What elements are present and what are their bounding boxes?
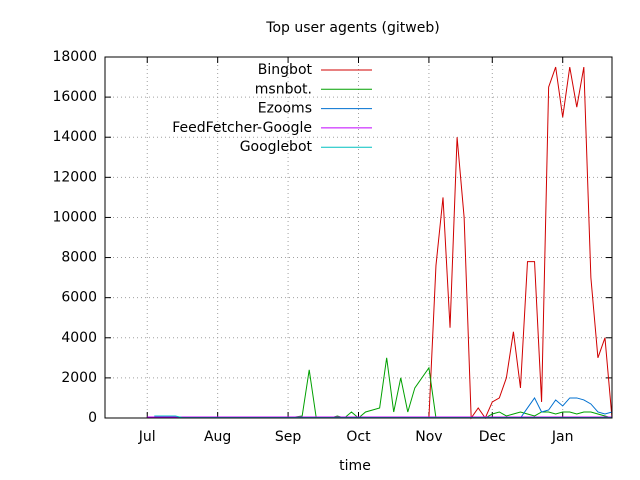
y-tick-label: 0 [88, 410, 97, 426]
x-tick-label: Oct [346, 429, 371, 445]
y-tick-label: 12000 [52, 169, 97, 185]
x-tick-label: Nov [415, 429, 442, 445]
x-axis-label: time [339, 458, 371, 474]
legend-label: FeedFetcher-Google [172, 120, 312, 136]
y-tick-label: 10000 [52, 209, 97, 225]
x-tick-label: Aug [204, 429, 231, 445]
chart-title: Top user agents (gitweb) [265, 20, 439, 36]
legend-label: msnbot. [255, 81, 312, 97]
y-tick-label: 14000 [52, 129, 97, 145]
legend-label: Ezooms [258, 101, 312, 117]
x-tick-label: Sep [275, 429, 302, 445]
y-tick-label: 2000 [61, 370, 97, 386]
x-tick-label: Jul [138, 429, 156, 445]
y-tick-label: 16000 [52, 89, 97, 105]
legend-label: Googlebot [240, 139, 313, 155]
y-tick-label: 6000 [61, 290, 97, 306]
y-tick-label: 8000 [61, 250, 97, 266]
y-tick-label: 18000 [52, 49, 97, 65]
x-tick-label: Jan [551, 429, 574, 445]
y-tick-label: 4000 [61, 330, 97, 346]
plot-frame [104, 56, 613, 419]
x-tick-label: Dec [479, 429, 506, 445]
legend-label: Bingbot [258, 62, 313, 78]
